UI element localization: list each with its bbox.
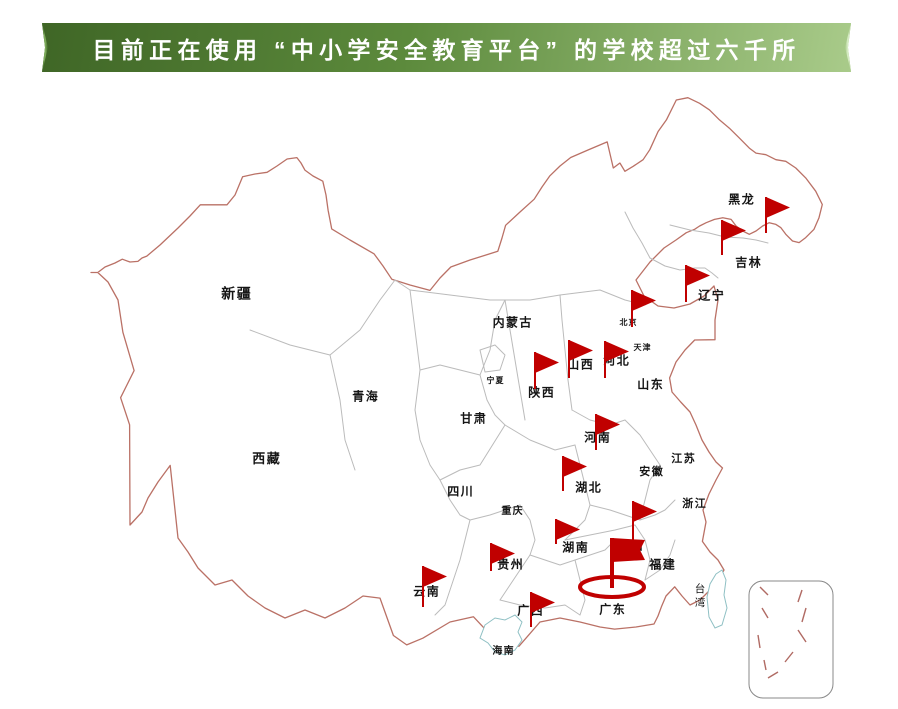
svg-text:建: 建 — [662, 557, 676, 572]
svg-text:林: 林 — [749, 255, 761, 270]
svg-text:苏: 苏 — [684, 451, 695, 465]
svg-text:西: 西 — [581, 358, 593, 372]
svg-text:新: 新 — [221, 285, 235, 301]
svg-text:福: 福 — [648, 557, 661, 572]
svg-text:台: 台 — [695, 582, 706, 595]
svg-text:藏: 藏 — [267, 451, 280, 466]
svg-text:肃: 肃 — [474, 411, 486, 426]
svg-text:青: 青 — [352, 389, 364, 404]
svg-text:龙: 龙 — [742, 192, 754, 207]
svg-text:南: 南 — [576, 540, 588, 555]
svg-text:庆: 庆 — [512, 504, 523, 517]
svg-text:古: 古 — [519, 315, 531, 330]
svg-text:宁: 宁 — [712, 288, 724, 303]
svg-text:重: 重 — [501, 504, 511, 517]
svg-text:广: 广 — [599, 602, 611, 617]
svg-text:湾: 湾 — [695, 596, 706, 609]
svg-text:西: 西 — [542, 386, 554, 400]
svg-text:海: 海 — [366, 389, 378, 404]
svg-text:江: 江 — [671, 451, 682, 465]
svg-text:疆: 疆 — [237, 285, 251, 301]
svg-text:东: 东 — [651, 377, 663, 392]
svg-text:州: 州 — [510, 558, 523, 572]
svg-text:川: 川 — [460, 485, 473, 499]
svg-text:内: 内 — [493, 315, 505, 330]
svg-text:津: 津 — [643, 342, 651, 352]
svg-text:河: 河 — [583, 430, 596, 445]
svg-text:天: 天 — [634, 343, 643, 352]
svg-text:甘: 甘 — [460, 411, 472, 426]
svg-text:湖: 湖 — [575, 480, 587, 495]
svg-text:北: 北 — [620, 317, 628, 327]
svg-text:西: 西 — [252, 451, 265, 466]
svg-text:南: 南 — [504, 644, 514, 657]
svg-text:黑: 黑 — [728, 193, 740, 207]
svg-text:辽: 辽 — [698, 289, 711, 303]
svg-text:安: 安 — [639, 464, 650, 478]
svg-text:浙: 浙 — [682, 496, 693, 510]
svg-text:吉: 吉 — [735, 255, 747, 270]
svg-text:蒙: 蒙 — [506, 315, 518, 330]
svg-text:湖: 湖 — [562, 540, 574, 555]
svg-text:南: 南 — [427, 584, 439, 599]
svg-text:徽: 徽 — [651, 464, 664, 478]
svg-text:北: 北 — [589, 480, 601, 495]
svg-text:四: 四 — [447, 485, 459, 499]
svg-text:江: 江 — [695, 496, 706, 510]
svg-text:东: 东 — [613, 602, 625, 617]
svg-text:山: 山 — [637, 377, 649, 392]
svg-text:夏: 夏 — [495, 376, 505, 385]
svg-text:广: 广 — [517, 603, 529, 618]
svg-text:海: 海 — [492, 644, 502, 657]
svg-text:宁: 宁 — [487, 375, 495, 385]
